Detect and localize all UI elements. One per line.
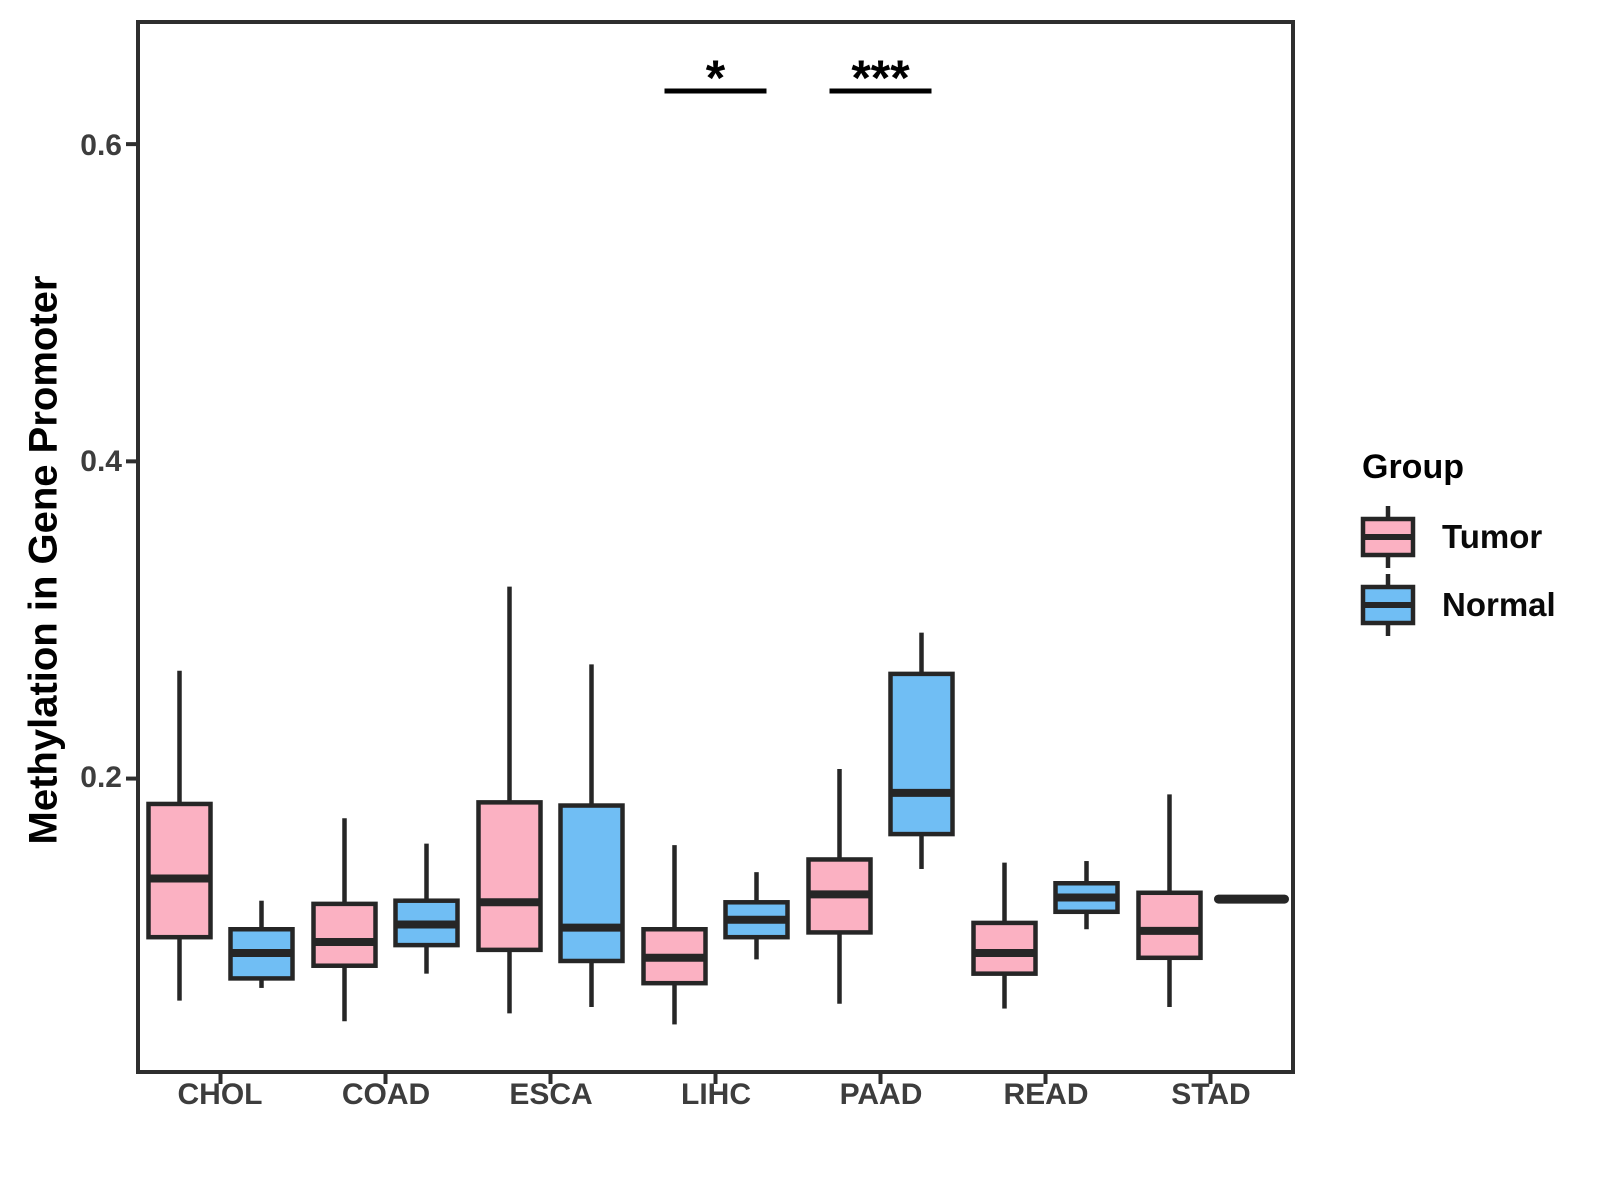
box-read-tumor — [971, 920, 1038, 976]
box-stad-tumor — [1136, 890, 1203, 961]
tumor-boxplot-key-icon — [1360, 506, 1416, 568]
normal-boxplot-key-icon — [1360, 574, 1416, 636]
box-esca-normal — [558, 803, 625, 964]
legend-title: Group — [1362, 448, 1464, 486]
x-tick-label-paad: PAAD — [839, 1078, 923, 1111]
significance-label-lihc: * — [706, 50, 726, 106]
y-tick-label-0-2: 0.2 — [80, 761, 122, 794]
x-tick-label-read: READ — [1003, 1078, 1089, 1111]
legend: Group Tumor Normal — [1360, 448, 1556, 639]
box-paad-normal — [888, 671, 955, 837]
x-tick-label-chol: CHOL — [177, 1078, 263, 1111]
legend-item-normal: Normal — [1360, 571, 1556, 639]
y-tick-label-0-4: 0.4 — [80, 445, 122, 478]
y-tick-label-0-6: 0.6 — [80, 129, 122, 162]
legend-label-tumor: Tumor — [1442, 518, 1543, 555]
x-tick-label-coad: COAD — [341, 1078, 431, 1111]
box-esca-tumor — [476, 800, 543, 953]
x-tick-label-lihc: LIHC — [681, 1078, 751, 1111]
box-chol-tumor — [146, 801, 213, 940]
y-axis-title: Methylation in Gene Promoter — [21, 275, 66, 845]
box-coad-tumor — [311, 901, 378, 968]
legend-label-normal: Normal — [1442, 586, 1556, 623]
significance-label-paad: *** — [851, 50, 910, 106]
x-tick-label-stad: STAD — [1171, 1078, 1251, 1111]
x-tick-label-esca: ESCA — [509, 1078, 593, 1111]
legend-item-tumor: Tumor — [1360, 503, 1556, 571]
